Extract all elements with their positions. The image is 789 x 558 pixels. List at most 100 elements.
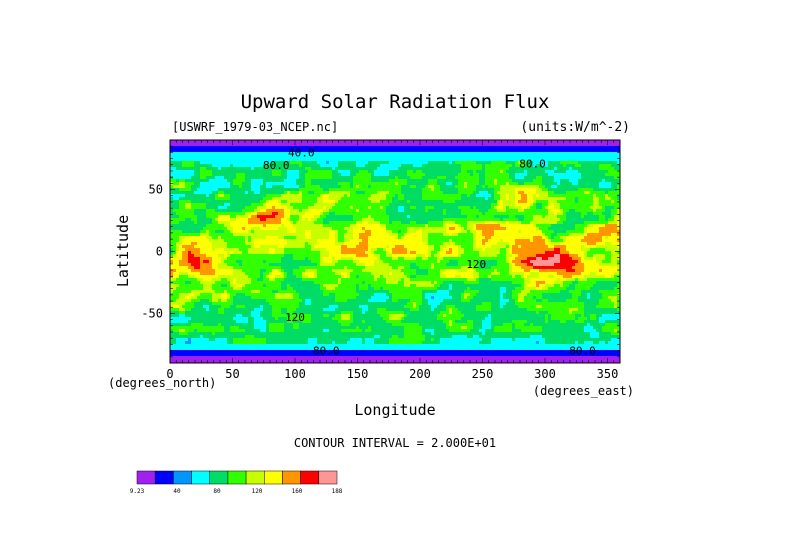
heatmap-cell: [248, 275, 261, 279]
heatmap-cell: [251, 314, 261, 318]
heatmap-cell: [323, 290, 357, 294]
heatmap-cell: [449, 308, 453, 312]
heatmap-cell: [548, 203, 552, 207]
heatmap-cell: [449, 320, 453, 324]
heatmap-cell: [176, 254, 183, 258]
heatmap-cell: [236, 218, 249, 222]
heatmap-cell: [428, 224, 444, 228]
heatmap-cell: [461, 254, 480, 258]
heatmap-cell: [506, 170, 525, 174]
heatmap-cell: [281, 308, 288, 312]
heatmap-cell: [599, 263, 620, 267]
heatmap-cell: [365, 320, 387, 324]
heatmap-cell: [506, 161, 516, 165]
heatmap-cell: [557, 215, 567, 219]
heatmap-cell: [200, 299, 210, 303]
heatmap-cell: [173, 209, 195, 213]
heatmap-cell: [401, 164, 414, 168]
heatmap-cell: [206, 176, 216, 180]
heatmap-cell: [275, 293, 294, 297]
heatmap-cell: [509, 266, 513, 270]
heatmap-cell: [371, 173, 375, 177]
heatmap-cell: [191, 269, 216, 273]
heatmap-cell: [350, 323, 393, 327]
heatmap-cell: [305, 167, 312, 171]
heatmap-cell: [428, 299, 444, 303]
heatmap-cell: [428, 179, 438, 183]
heatmap-cell: [212, 278, 222, 282]
heatmap-cell: [332, 341, 336, 345]
heatmap-cell: [170, 317, 192, 321]
heatmap-cell: [284, 215, 291, 219]
heatmap-cell: [536, 287, 543, 291]
heatmap-cell: [230, 164, 234, 168]
heatmap-cell: [188, 320, 237, 324]
heatmap-cell: [584, 236, 603, 240]
heatmap-cell: [398, 167, 462, 171]
heatmap-cell: [386, 308, 411, 312]
heatmap-cell: [596, 272, 615, 276]
heatmap-cell: [206, 167, 219, 171]
heatmap-cell: [182, 230, 201, 234]
heatmap-cell: [437, 281, 444, 285]
heatmap-cell: [389, 251, 393, 255]
heatmap-cell: [458, 263, 480, 267]
heatmap-cell: [500, 203, 504, 207]
heatmap-cell: [197, 329, 225, 333]
heatmap-cell: [554, 176, 582, 180]
heatmap-cell: [617, 209, 620, 213]
heatmap-cell: [299, 218, 303, 222]
heatmap-cell: [251, 185, 261, 189]
heatmap-cell: [209, 299, 213, 303]
heatmap-cell: [338, 260, 354, 264]
heatmap-cell: [506, 257, 510, 261]
heatmap-cell: [461, 164, 483, 168]
heatmap-cell: [245, 173, 273, 177]
heatmap-cell: [374, 254, 381, 258]
heatmap-cell: [356, 263, 366, 267]
heatmap-cell: [491, 302, 501, 306]
heatmap-cell: [446, 230, 462, 234]
heatmap-cell: [440, 254, 459, 258]
heatmap-cell: [350, 206, 354, 210]
heatmap-cell: [446, 209, 462, 213]
heatmap-cell: [428, 242, 444, 246]
heatmap-cell: [608, 236, 620, 240]
heatmap-cell: [494, 191, 498, 195]
heatmap-cell: [248, 230, 252, 234]
heatmap-cell: [170, 167, 177, 171]
heatmap-cell: [491, 326, 495, 330]
heatmap-cell: [170, 191, 195, 195]
heatmap-cell: [563, 212, 567, 216]
heatmap-cell: [428, 251, 432, 255]
heatmap-cell: [557, 278, 561, 282]
colorbar-swatch: [136, 470, 156, 485]
heatmap-cell: [296, 230, 306, 234]
heatmap-cell: [215, 281, 231, 285]
heatmap-cell: [188, 251, 192, 255]
heatmap-cell: [521, 245, 549, 249]
heatmap-cell: [173, 176, 192, 180]
x-tick-label: 250: [472, 367, 494, 381]
heatmap-cell: [542, 329, 585, 333]
heatmap-cell: [461, 311, 537, 315]
heatmap-cell: [527, 308, 570, 312]
heatmap-cell: [497, 260, 507, 264]
heatmap-cell: [239, 326, 255, 330]
heatmap-cell: [344, 242, 360, 246]
heatmap-cell: [236, 284, 243, 288]
heatmap-cell: [353, 236, 360, 240]
heatmap-cell: [545, 338, 612, 342]
heatmap-cell: [491, 338, 513, 342]
heatmap-cell: [461, 197, 486, 201]
heatmap-cell: [473, 206, 477, 210]
heatmap-cell: [515, 215, 525, 219]
heatmap-cell: [398, 176, 411, 180]
heatmap-cell: [245, 335, 255, 339]
heatmap-cell: [491, 245, 507, 249]
heatmap-cell: [545, 281, 555, 285]
heatmap-cell: [254, 230, 288, 234]
heatmap-cell: [170, 281, 186, 285]
heatmap-cell: [434, 254, 441, 258]
heatmap-cell: [410, 299, 423, 303]
